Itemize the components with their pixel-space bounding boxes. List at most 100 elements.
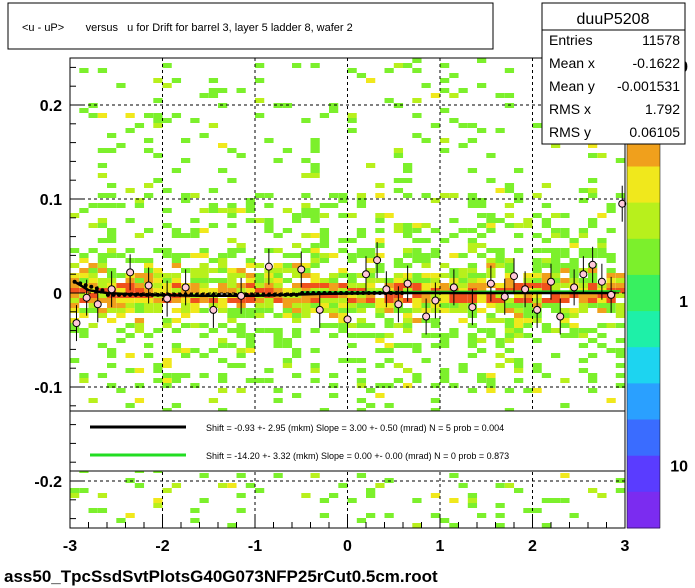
heat-cell <box>208 288 219 293</box>
heat-cell <box>403 343 413 348</box>
heat-cell <box>449 233 459 238</box>
heat-cell <box>486 258 496 263</box>
heat-cell <box>171 318 182 323</box>
heat-cell <box>88 223 98 228</box>
heat-cell <box>236 493 246 498</box>
heat-cell <box>144 353 154 358</box>
heat-cell <box>236 328 246 333</box>
heat-cell <box>227 313 237 318</box>
heat-cell <box>273 273 283 278</box>
heat-cell <box>615 303 626 308</box>
heat-cell <box>264 223 274 228</box>
heat-cell <box>329 323 339 328</box>
heat-cell <box>458 253 468 258</box>
heat-cell <box>384 343 394 348</box>
heat-cell <box>495 483 505 488</box>
heat-cell <box>569 263 579 268</box>
heat-cell <box>615 353 626 358</box>
heat-cell <box>227 238 237 243</box>
heat-cell <box>597 153 607 158</box>
heat-cell <box>347 273 357 278</box>
heat-cell <box>375 263 385 268</box>
heat-cell <box>569 333 579 338</box>
heat-cell <box>79 313 89 318</box>
heat-cell <box>375 313 385 318</box>
heat-cell <box>264 283 274 288</box>
heat-cell <box>356 293 367 298</box>
heat-cell <box>551 263 561 268</box>
heat-cell <box>329 278 339 283</box>
heat-cell <box>412 278 422 283</box>
heat-cell <box>597 333 607 338</box>
heat-cell <box>245 378 256 383</box>
heat-cell <box>162 208 172 213</box>
heat-cell <box>615 288 626 293</box>
heat-cell <box>97 163 108 168</box>
heat-cell <box>588 188 598 193</box>
heat-cell <box>514 248 524 253</box>
heat-cell <box>615 488 626 493</box>
heat-cell <box>273 473 283 478</box>
heat-cell <box>70 273 80 278</box>
profile-marker <box>297 265 306 274</box>
heat-cell <box>412 498 422 503</box>
fit-legend-label: Shift = -0.93 +- 2.95 (mkm) Slope = 3.00… <box>206 423 504 433</box>
heat-cell <box>282 253 293 258</box>
heat-cell <box>292 253 302 258</box>
heat-cell <box>486 263 496 268</box>
heat-cell <box>504 273 515 278</box>
heat-cell <box>218 88 228 93</box>
heat-cell <box>153 248 163 253</box>
heat-cell <box>236 333 246 338</box>
profile-marker <box>533 305 542 314</box>
heat-cell <box>310 63 320 68</box>
heat-cell <box>245 313 256 318</box>
heat-cell <box>412 343 422 348</box>
heat-cell <box>264 138 274 143</box>
heat-cell <box>504 283 515 288</box>
heat-cell <box>477 378 487 383</box>
heat-cell <box>523 223 533 228</box>
heat-cell <box>181 233 191 238</box>
heat-cell <box>560 283 570 288</box>
heat-cell <box>199 278 209 283</box>
heat-cell <box>384 308 394 313</box>
heat-cell <box>615 283 626 288</box>
heat-cell <box>329 193 339 198</box>
heat-cell <box>467 193 478 198</box>
heat-cell <box>421 253 431 258</box>
heat-cell <box>541 498 552 503</box>
heat-cell <box>597 298 607 303</box>
heat-cell <box>440 273 450 278</box>
heat-cell <box>282 313 293 318</box>
heat-cell <box>449 193 459 198</box>
heat-cell <box>588 378 598 383</box>
heat-cell <box>560 253 570 258</box>
heat-cell <box>134 258 145 263</box>
heat-cell <box>384 323 394 328</box>
heat-cell <box>366 163 376 168</box>
heat-cell <box>347 278 357 283</box>
heat-cell <box>190 508 200 513</box>
heat-cell <box>403 228 413 233</box>
profile-marker <box>382 285 391 294</box>
heat-cell <box>97 298 108 303</box>
heat-cell <box>514 283 524 288</box>
heat-cell <box>79 253 89 258</box>
heat-cell <box>560 213 570 218</box>
heat-cell <box>292 288 302 293</box>
heat-cell <box>366 258 376 263</box>
heat-cell <box>393 258 404 263</box>
heat-cell <box>255 298 265 303</box>
heat-cell <box>79 488 89 493</box>
heat-cell <box>319 498 330 503</box>
heat-cell <box>310 213 320 218</box>
heat-cell <box>440 308 450 313</box>
heat-cell <box>356 283 367 288</box>
heat-cell <box>273 288 283 293</box>
heat-cell <box>338 273 348 278</box>
heat-cell <box>107 363 117 368</box>
heat-cell <box>70 358 80 363</box>
heat-cell <box>449 328 459 333</box>
heat-cell <box>301 308 311 313</box>
